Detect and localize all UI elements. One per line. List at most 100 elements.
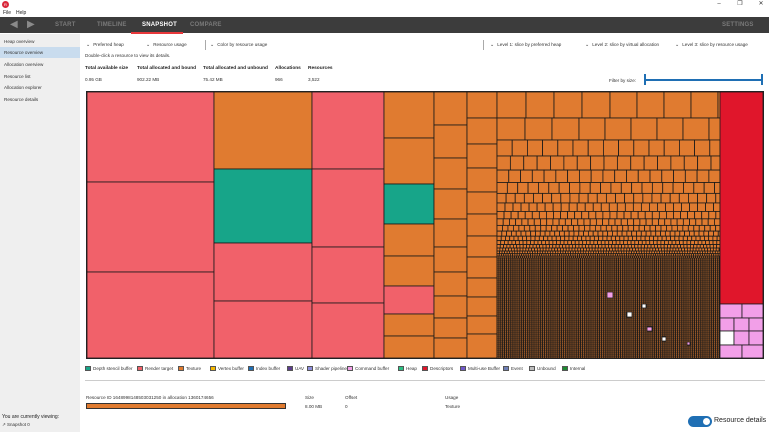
treemap-resource-block[interactable] (521, 235, 528, 242)
treemap-resource-block[interactable] (690, 244, 695, 249)
treemap-resource-block[interactable] (546, 211, 554, 220)
sidebar-item-allocation-overview[interactable]: Allocation overview (4, 62, 44, 67)
treemap-resource-block[interactable] (519, 244, 524, 249)
treemap-resource-block[interactable] (653, 244, 659, 249)
treemap-resource-block[interactable] (573, 230, 580, 237)
treemap-resource-block[interactable] (649, 224, 656, 232)
treemap-resource-block[interactable] (699, 244, 704, 249)
treemap-resource-block[interactable] (592, 230, 599, 237)
treemap-resource-block[interactable] (502, 218, 510, 226)
treemap-resource-block[interactable] (562, 224, 569, 232)
treemap-resource-block[interactable] (586, 240, 591, 245)
treemap-resource-block[interactable] (708, 235, 714, 242)
treemap-resource-block[interactable] (705, 202, 714, 212)
treemap-resource-block[interactable] (681, 202, 690, 212)
treemap-resource-block[interactable] (680, 211, 688, 220)
treemap-resource-block[interactable] (626, 169, 639, 183)
treemap-resource-block[interactable] (520, 230, 527, 237)
treemap-resource-block[interactable] (602, 235, 608, 242)
treemap-resource-block[interactable] (536, 247, 541, 252)
treemap-resource-block[interactable] (433, 337, 468, 359)
treemap-resource-block[interactable] (621, 244, 626, 249)
treemap-resource-block[interactable] (698, 224, 706, 232)
treemap-resource-block[interactable] (86, 91, 215, 183)
treemap-resource-block[interactable] (712, 244, 718, 249)
treemap-resource-block[interactable] (645, 230, 652, 237)
treemap-resource-block[interactable] (675, 240, 680, 245)
treemap-resource-block[interactable] (655, 230, 661, 237)
treemap-resource-block[interactable] (679, 139, 696, 157)
treemap-resource-block[interactable] (627, 224, 635, 232)
treemap-resource-block[interactable] (506, 244, 511, 249)
treemap-resource-block[interactable] (577, 235, 583, 242)
treemap-resource-block[interactable] (698, 230, 705, 237)
treemap-resource-block[interactable] (690, 91, 719, 119)
treemap-resource-block[interactable] (213, 300, 313, 359)
treemap-resource-block[interactable] (707, 218, 715, 226)
treemap-resource-block[interactable] (623, 240, 628, 245)
treemap-resource-block[interactable] (86, 181, 215, 273)
treemap-resource-block[interactable] (624, 192, 635, 204)
treemap-resource-block[interactable] (633, 218, 641, 226)
menu-help[interactable]: Help (16, 10, 27, 16)
current-snapshot[interactable]: ↗ Snapshot 0 (2, 422, 30, 428)
treemap-resource-block[interactable] (680, 244, 685, 249)
treemap-resource-block[interactable] (596, 192, 607, 204)
treemap-resource-block[interactable] (661, 247, 665, 252)
treemap-resource-block[interactable] (701, 211, 710, 220)
treemap-resource-block[interactable] (651, 218, 659, 226)
treemap-resource-block[interactable] (509, 155, 525, 171)
treemap-resource-block[interactable] (466, 296, 498, 317)
treemap-resource-block[interactable] (562, 247, 567, 252)
treemap-resource-block[interactable] (563, 240, 569, 245)
treemap-resource-block[interactable] (597, 247, 602, 252)
treemap-resource-block[interactable] (531, 247, 535, 252)
treemap-resource-block[interactable] (559, 240, 565, 245)
treemap-resource-block[interactable] (506, 230, 512, 237)
treemap-resource-block[interactable] (534, 247, 538, 252)
treemap-resource-block[interactable] (545, 247, 550, 252)
treemap-resource-block[interactable] (552, 202, 562, 212)
treemap-resource-block[interactable] (564, 218, 572, 226)
treemap-resource-block[interactable] (591, 247, 596, 252)
sidebar-item-resource-details[interactable]: Resource details (4, 97, 39, 102)
treemap-resource-block[interactable] (666, 224, 673, 232)
treemap-resource-block[interactable] (710, 155, 721, 171)
treemap-resource-block[interactable] (466, 167, 498, 193)
treemap-resource-block[interactable] (681, 247, 685, 252)
treemap-resource-block[interactable] (672, 247, 677, 252)
treemap-resource-block[interactable] (563, 155, 578, 171)
treemap-resource-block[interactable] (539, 247, 544, 252)
treemap-resource-block[interactable] (496, 218, 504, 226)
treemap-resource-block[interactable] (466, 235, 498, 258)
treemap-resource-block[interactable] (667, 240, 673, 245)
treemap-resource-block[interactable] (640, 230, 647, 237)
treemap-resource-block[interactable] (590, 169, 604, 183)
treemap-resource-block[interactable] (610, 182, 622, 194)
treemap-resource-block[interactable] (496, 155, 511, 171)
treemap-resource-block[interactable] (688, 192, 698, 204)
treemap-resource-block[interactable] (515, 230, 522, 237)
treemap-resource-block[interactable] (686, 240, 692, 245)
treemap-resource-block[interactable] (630, 211, 639, 220)
treemap-resource-block[interactable] (578, 169, 592, 183)
treemap-resource-block[interactable] (712, 240, 718, 245)
treemap-resource-block[interactable] (674, 230, 681, 237)
treemap-resource-block[interactable] (698, 247, 703, 252)
treemap-resource-block[interactable] (533, 218, 541, 226)
treemap-resource-block[interactable] (669, 192, 680, 204)
treemap-resource-block[interactable] (623, 211, 632, 220)
treemap-resource-block[interactable] (669, 230, 676, 237)
treemap-resource-block[interactable] (433, 295, 468, 319)
treemap-resource-block[interactable] (682, 235, 688, 242)
treemap-resource-block[interactable] (595, 218, 604, 226)
treemap-resource-block[interactable] (705, 240, 710, 245)
treemap-resource-block[interactable] (616, 211, 625, 220)
treemap-resource-block[interactable] (667, 244, 672, 249)
treemap-resource-block[interactable] (640, 202, 650, 212)
treemap-resource-block[interactable] (689, 202, 698, 212)
treemap-resource-block[interactable] (509, 218, 517, 226)
treemap-resource-block[interactable] (466, 277, 498, 298)
treemap-resource-block[interactable] (707, 247, 711, 252)
treemap-resource-block[interactable] (687, 224, 695, 232)
